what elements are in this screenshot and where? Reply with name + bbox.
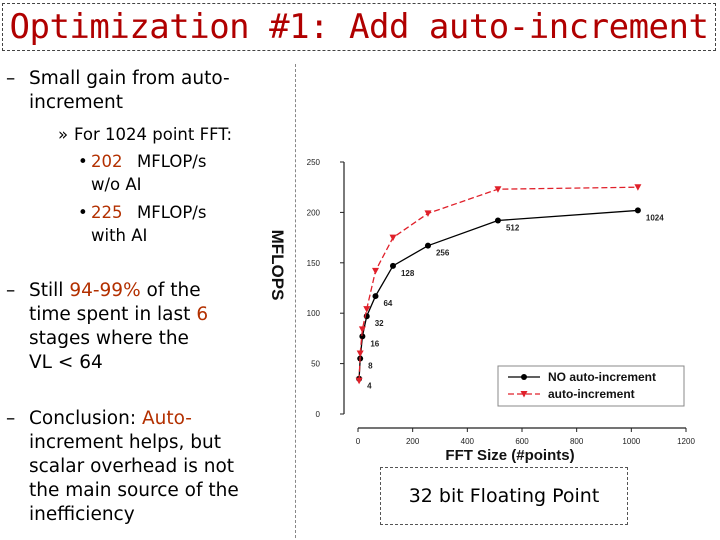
bullet-3-line-2: increment helps, but <box>29 432 221 453</box>
bullet-3-line-4: the main source of the <box>29 480 239 501</box>
bullet-1-line-2: increment <box>29 92 123 113</box>
x-tick-label: 200 <box>406 437 420 446</box>
bullet-3-prefix: Conclusion: <box>29 408 137 429</box>
data-point-0 <box>494 217 501 224</box>
bullet-2-percent: 94-99% <box>69 280 141 301</box>
y-axis-title: MFLOPS <box>268 230 287 301</box>
bullet-3-auto: Auto- <box>141 408 192 429</box>
bullet-2-six: 6 <box>196 304 209 325</box>
data-point-0 <box>372 293 379 300</box>
sub-bullet-1: For 1024 point FFT: <box>74 125 233 144</box>
bullet-2-line-1: Still 94-99% of the <box>29 279 201 303</box>
data-point-0 <box>359 333 366 340</box>
chart-point-labels: 4 8 16 32 64 128 256 512 1024 <box>367 213 664 390</box>
slide-title-box: Optimization #1: Add auto-increment <box>2 3 716 51</box>
data-point-0 <box>389 262 396 269</box>
item-2-unit: MFLOP/s <box>137 203 207 222</box>
bullet-2-line-2-text: time spent in last <box>29 304 191 325</box>
data-point-1 <box>389 234 397 242</box>
mflops-chart: 0 50 100 150 200 250 0 200 400 600 800 1000 1200 4 8 1… <box>268 158 696 464</box>
point-label: 16 <box>370 339 379 348</box>
legend-marker <box>521 374 527 380</box>
point-label: 256 <box>436 249 450 258</box>
bullet-panel <box>2 64 296 538</box>
x-tick-label: 600 <box>515 437 529 446</box>
bullet-2-line-2: time spent in last 6 <box>29 303 208 327</box>
data-point-1 <box>494 186 502 193</box>
data-point-1 <box>356 350 364 358</box>
y-tick-label: 150 <box>307 259 321 268</box>
x-tick-label: 400 <box>461 437 475 446</box>
x-tick-label: 1200 <box>677 437 695 446</box>
slide-title: Optimization #1: Add auto-increment <box>9 7 709 47</box>
series-line-0 <box>358 209 638 379</box>
data-point-0 <box>424 242 431 249</box>
y-tick-label: 50 <box>311 360 320 369</box>
series-line-1 <box>358 186 638 381</box>
item-2-line-2: with AI <box>91 226 148 245</box>
x-tick-label: 1000 <box>622 437 640 446</box>
point-label: 8 <box>368 362 373 371</box>
legend-label: NO auto-increment <box>548 370 656 384</box>
legend-marker <box>520 391 528 398</box>
point-label: 512 <box>506 223 520 232</box>
y-tick-label: 250 <box>307 158 321 167</box>
bullet-2-prefix: Still <box>29 280 64 301</box>
item-1-value: 202 <box>91 152 123 171</box>
x-tick-label: 0 <box>356 437 361 446</box>
bullet-2-line-3: stages where the <box>29 328 189 349</box>
data-point-1 <box>634 184 642 191</box>
point-label: 32 <box>375 319 384 328</box>
bullet-3-line-1: Conclusion: Auto- <box>29 407 192 431</box>
point-label: 1024 <box>646 213 664 222</box>
caption-text: 32 bit Floating Point <box>408 485 600 507</box>
item-dot: • <box>78 203 88 222</box>
x-tick-label: 800 <box>570 437 584 446</box>
item-1-unit: MFLOP/s <box>137 152 207 171</box>
data-point-1 <box>363 306 371 313</box>
bullet-2-line-4: VL < 64 <box>29 352 103 373</box>
point-label: 64 <box>383 299 392 308</box>
data-point-1 <box>355 377 363 385</box>
item-2-value: 225 <box>91 203 123 222</box>
x-axis-title: FFT Size (#points) <box>445 447 574 464</box>
bullet-2-mid: of the <box>146 280 201 301</box>
y-tick-label: 100 <box>307 309 321 318</box>
data-point-1 <box>424 210 432 217</box>
data-point-1 <box>371 267 379 275</box>
caption-box: 32 bit Floating Point <box>380 467 628 525</box>
point-label: 4 <box>367 382 372 391</box>
bullet-dash: – <box>6 68 16 89</box>
legend-label: auto-increment <box>548 387 635 401</box>
bullet-3-line-3: scalar overhead is not <box>29 456 235 477</box>
chart-legend: NO auto-increment auto-increment <box>497 365 685 407</box>
chart-axes: 0 50 100 150 200 250 0 200 400 600 800 1000 1200 <box>307 158 696 446</box>
sub-bullet-marker: » <box>58 125 69 144</box>
y-tick-label: 0 <box>316 410 321 419</box>
y-tick-label: 200 <box>307 208 321 217</box>
item-dot: • <box>78 152 88 171</box>
bullet-3-line-5: inefficiency <box>29 504 135 525</box>
bullet-dash: – <box>6 280 16 301</box>
chart-series <box>355 184 642 385</box>
item-1-line-2: w/o AI <box>91 175 142 194</box>
legend-box <box>497 365 685 407</box>
bullet-1-line-1: Small gain from auto- <box>29 68 230 89</box>
data-point-0 <box>634 207 641 214</box>
data-point-1 <box>358 326 366 333</box>
bullet-dash: – <box>6 408 16 429</box>
point-label: 128 <box>401 269 415 278</box>
